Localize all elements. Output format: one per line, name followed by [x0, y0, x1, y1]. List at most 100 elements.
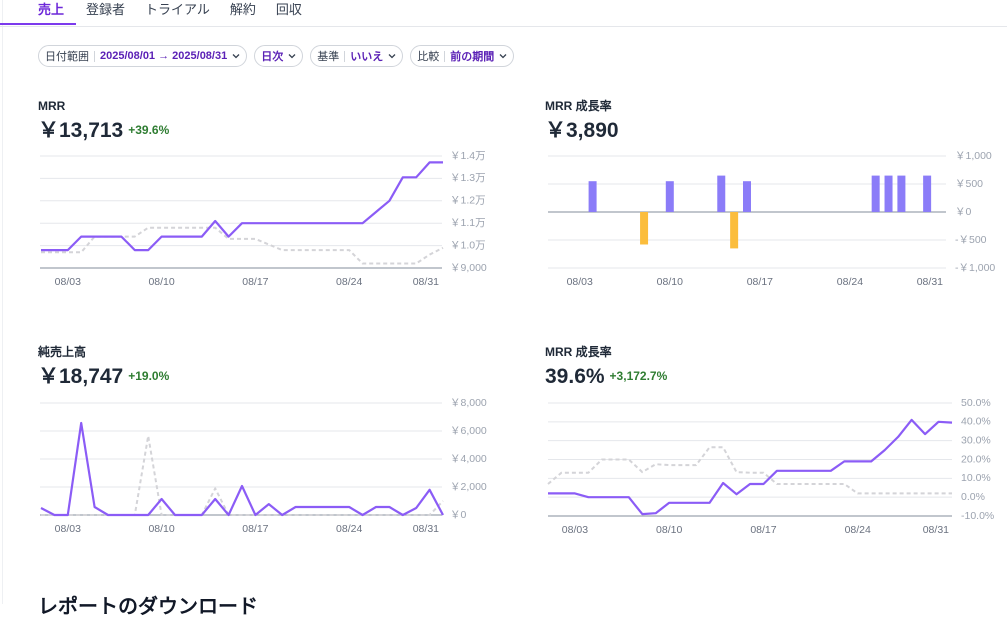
filter-separator: [344, 50, 346, 62]
x-tick-label: 08/17: [750, 524, 776, 536]
filter-separator: [94, 50, 95, 62]
x-tick-label: 08/24: [336, 276, 362, 288]
y-tick-label: ￥2,000: [450, 481, 487, 493]
y-tick-label: ￥9,000: [450, 262, 487, 274]
x-tick-label: 08/03: [55, 523, 81, 535]
y-tick-label: ￥6,000: [450, 425, 487, 437]
y-tick-label: 40.0%: [961, 416, 991, 428]
comparison-line: [41, 434, 444, 516]
chart-title: MRR 成長率: [545, 344, 612, 359]
filter-button[interactable]: 日付範囲 2025/08/01 → 2025/08/31: [38, 45, 248, 67]
tab[interactable]: 登録者: [86, 2, 126, 17]
bar: [588, 181, 597, 212]
section-heading: レポートのダウンロード: [38, 596, 258, 618]
bar: [717, 175, 726, 212]
comparison-line: [547, 446, 952, 495]
y-tick-label: ￥4,000: [450, 453, 487, 465]
bar: [640, 212, 649, 245]
charts: MRR ￥13,713 +39.6% ￥9,000 ￥1.0万 ￥1.1万 ￥1.2万 ￥1.…: [37, 98, 995, 536]
kpi: ￥3,890: [545, 119, 619, 142]
filter-button[interactable]: 比較 前の期間: [410, 45, 515, 67]
x-tick-label: 08/10: [148, 523, 174, 535]
filter-value: いいえ: [350, 51, 384, 63]
kpi-change: +3,172.7%: [610, 369, 668, 383]
kpi-value: ￥13,713: [38, 119, 123, 142]
kpi-change: +39.6%: [128, 123, 169, 137]
series-line: [40, 421, 444, 517]
x-tick-label: 08/10: [656, 524, 682, 536]
x-tick-label: 08/24: [837, 276, 863, 288]
y-tick-label: -￥1,000: [955, 262, 995, 274]
chart-title: MRR 成長率: [545, 98, 612, 113]
kpi-value: ￥18,747: [38, 365, 123, 388]
x-tick-label: 08/17: [242, 276, 268, 288]
filter-label: 日付範囲: [45, 51, 89, 63]
kpi-value: 39.6%: [545, 365, 605, 388]
y-tick-label: ￥8,000: [450, 397, 487, 409]
filter-value: 日次: [261, 51, 284, 63]
x-tick-label: 08/17: [747, 276, 773, 288]
bar: [884, 175, 893, 212]
tab[interactable]: 回収: [275, 2, 302, 17]
tab-bar: 売上 登録者 トライアル 解約 回収: [0, 0, 1007, 27]
y-tick-label: 30.0%: [961, 434, 991, 446]
filter-separator: [444, 50, 446, 62]
series-line: [41, 161, 443, 252]
y-tick-label: 20.0%: [961, 453, 991, 465]
x-tick-label: 08/03: [55, 276, 81, 288]
chevron-icon: [232, 54, 240, 59]
chevron: [499, 54, 507, 59]
bar: [743, 181, 751, 212]
series-line: [548, 418, 953, 516]
y-tick-label: 50.0%: [961, 397, 991, 409]
x-tick-label: 08/24: [845, 524, 871, 536]
bar: [665, 181, 674, 212]
filter-button[interactable]: 日次: [254, 45, 304, 67]
x-tick-label: 08/31: [923, 524, 949, 536]
x-tick-label: 08/31: [413, 523, 439, 535]
kpi-value: ￥3,890: [545, 119, 619, 142]
kpi-change: +19.0%: [128, 369, 169, 383]
filter-value: 前の期間: [450, 51, 495, 63]
x-tick-label: 08/24: [336, 523, 362, 535]
y-tick-label: -￥500: [955, 234, 987, 246]
tab[interactable]: 売上: [0, 0, 77, 25]
bar: [923, 175, 932, 212]
chevron: [388, 54, 396, 59]
y-tick-label: ￥1.0万: [450, 239, 486, 251]
y-tick-label: -10.0%: [961, 510, 994, 522]
filter-label: 比較: [417, 51, 440, 63]
tab[interactable]: 解約: [229, 2, 256, 17]
x-tick-label: 08/10: [657, 276, 683, 288]
filter-bar: 日付範囲 2025/08/01 → 2025/08/31 日次 基準 いいえ 比較 前の期間: [38, 45, 515, 67]
y-tick-label: ￥1.1万: [450, 217, 486, 229]
chevron: [288, 54, 296, 59]
y-tick-label: ￥1.4万: [450, 150, 486, 162]
chevron-icon: [288, 54, 296, 59]
bar: [871, 175, 880, 212]
x-tick-label: 08/31: [917, 276, 943, 288]
y-tick-label: 10.0%: [961, 472, 991, 484]
y-tick-label: ￥1.2万: [450, 195, 486, 207]
kpi: ￥13,713 +39.6%: [38, 119, 170, 142]
filter-button[interactable]: 基準 いいえ: [310, 45, 404, 67]
x-tick-label: 08/10: [148, 276, 174, 288]
chart-title: 純売上高: [37, 344, 86, 359]
tab[interactable]: トライアル: [145, 2, 210, 17]
chart-title: MRR: [38, 99, 66, 113]
chevron: [232, 54, 240, 59]
bar: [897, 175, 906, 212]
kpi: ￥18,747 +19.0%: [38, 365, 170, 388]
chevron-icon: [388, 54, 396, 59]
filter-label: 基準: [317, 51, 340, 63]
x-tick-label: 08/03: [562, 524, 588, 536]
x-tick-label: 08/03: [567, 276, 593, 288]
kpi: 39.6% +3,172.7%: [545, 365, 668, 388]
y-tick-label: ￥0: [450, 509, 466, 521]
x-tick-label: 08/17: [242, 523, 268, 535]
page-edge: [2, 0, 3, 604]
y-tick-label: ￥1.3万: [450, 172, 486, 184]
bar: [730, 212, 739, 249]
y-tick-label: 0.0%: [961, 491, 985, 503]
